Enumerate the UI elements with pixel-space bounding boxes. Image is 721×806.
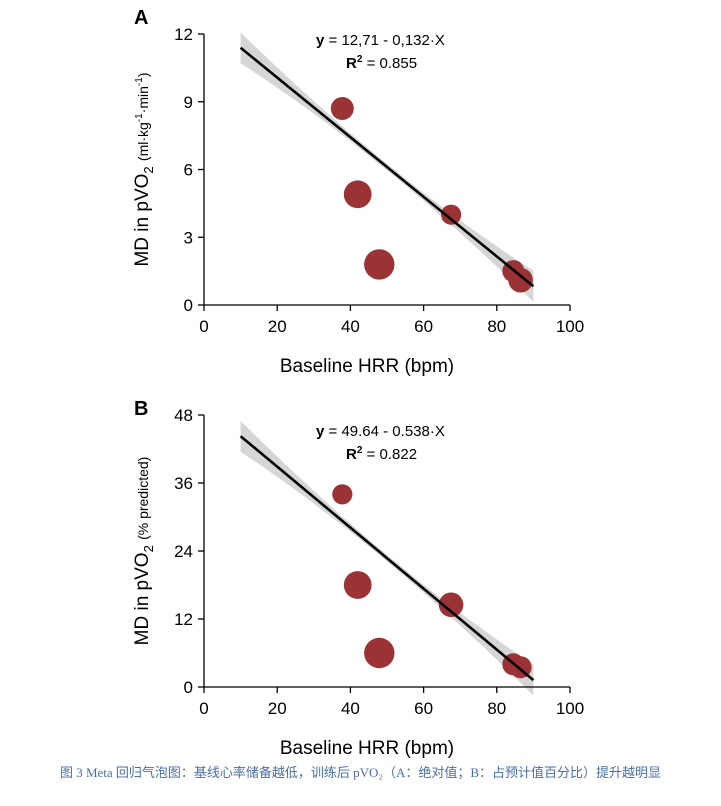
y-tick-label: 0 xyxy=(184,296,193,315)
regression-line xyxy=(239,435,535,682)
y-tick-label: 0 xyxy=(184,678,193,697)
regression-equation: y = 49.64 - 0.538·X xyxy=(316,423,445,440)
x-tick-label: 80 xyxy=(487,699,506,718)
x-tick-label: 100 xyxy=(556,699,584,718)
y-tick-label: 12 xyxy=(174,610,193,629)
y-tick-label: 12 xyxy=(174,25,193,44)
bubble-point xyxy=(332,484,353,505)
r-squared: R2 = 0.822 xyxy=(346,445,417,463)
bubble-point xyxy=(330,97,354,120)
panel-label: B xyxy=(134,398,148,420)
x-axis-title: Baseline HRR (bpm) xyxy=(280,738,454,759)
x-tick-label: 80 xyxy=(487,317,506,336)
x-tick-label: 40 xyxy=(341,699,360,718)
bubble-point xyxy=(364,637,395,669)
y-tick-label: 24 xyxy=(174,542,193,561)
r-squared: R2 = 0.855 xyxy=(346,54,417,72)
x-tick-label: 40 xyxy=(341,317,360,336)
x-tick-label: 0 xyxy=(199,699,208,718)
x-tick-label: 60 xyxy=(414,699,433,718)
y-tick-label: 9 xyxy=(184,93,193,112)
panel-b: B 0 12 24 36 48 0 20 40 60 80 100 Baseline HRR (bpm)… xyxy=(132,398,584,759)
regression-equation: y = 12,71 - 0,132·X xyxy=(316,32,445,49)
bubble-point xyxy=(508,267,533,293)
y-tick-label: 36 xyxy=(174,474,193,493)
x-tick-label: 20 xyxy=(268,317,287,336)
bubble-point xyxy=(364,249,395,280)
bubbles xyxy=(330,97,533,293)
y-tick-label: 3 xyxy=(184,228,193,247)
panel-label: A xyxy=(134,7,148,29)
x-tick-label: 0 xyxy=(199,317,208,336)
y-tick-label: 48 xyxy=(174,406,193,425)
figure-caption: 图 3 Meta 回归气泡图：基线心率储备越低，训练后 pVO₂（A：绝对值；B… xyxy=(59,765,662,780)
x-tick-label: 20 xyxy=(268,699,287,718)
panel-a: A 0 3 6 9 12 0 20 40 60 80 100 Baseline HRR (bpm) MD … xyxy=(132,7,584,377)
bubble-point xyxy=(441,204,462,225)
y-axis-title: MD in pVO2 (% predicted) xyxy=(132,457,156,646)
regression-line xyxy=(239,46,535,288)
x-tick-label: 100 xyxy=(556,317,584,336)
x-axis-title: Baseline HRR (bpm) xyxy=(280,356,454,377)
x-tick-label: 60 xyxy=(414,317,433,336)
bubble-point xyxy=(343,571,372,599)
y-tick-label: 6 xyxy=(184,161,193,180)
bubble-point xyxy=(438,592,464,618)
bubble-point xyxy=(343,180,372,209)
y-axis-title: MD in pVO2 (ml·kg-1·min-1) xyxy=(132,72,156,266)
